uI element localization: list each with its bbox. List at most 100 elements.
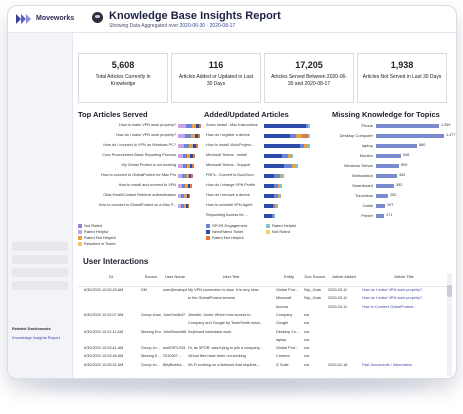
- table-header[interactable]: User Text: [222, 274, 240, 279]
- added-article-bar-segment: [264, 124, 306, 128]
- missing-topic-bar[interactable]: [376, 134, 444, 138]
- added-article-bar-segment: [292, 164, 296, 168]
- added-article-label[interactable]: Microsoft Teams - Support: [206, 163, 251, 167]
- missing-topic-label[interactable]: Touchless: [355, 193, 373, 198]
- kpi-value: 1,938: [390, 60, 414, 70]
- top-article-bar-segment: [188, 184, 190, 188]
- top-article-bar-segment: [190, 164, 192, 168]
- added-article-bar-segment: [290, 134, 296, 138]
- table-header[interactable]: Entity: [283, 274, 294, 279]
- top-article-bar-segment: [187, 164, 190, 168]
- related-dashboard-link[interactable]: Knowledge Insights Report: [12, 335, 60, 340]
- table-header[interactable]: User Name: [164, 274, 186, 279]
- missing-topic-bar[interactable]: [376, 124, 439, 128]
- article-title-link[interactable]: Fast Documents / Information: [362, 362, 412, 367]
- missing-topic-bar[interactable]: [376, 214, 384, 218]
- added-article-bar-segment: [308, 124, 310, 128]
- table-cell: n/a: [304, 337, 310, 342]
- missing-topic-bar[interactable]: [376, 174, 397, 178]
- top-article-label[interactable]: My Global Protect is not working: [121, 163, 176, 167]
- added-article-label[interactable]: How to uninstall VPN Agent: [206, 203, 253, 207]
- table-cell: n/a: [304, 362, 310, 367]
- missing-topic-label[interactable]: Smartboard: [352, 183, 373, 188]
- moveworks-logo-icon: [16, 14, 31, 24]
- missing-topic-label[interactable]: Desktop Computer: [339, 133, 373, 138]
- sidebar-filter-4[interactable]: [12, 281, 68, 290]
- added-article-bar-segment: [278, 184, 280, 188]
- top-article-bar-segment: [178, 164, 183, 168]
- missing-topic-bar[interactable]: [376, 144, 417, 148]
- missing-topic-label[interactable]: Windows Server: [343, 163, 373, 168]
- added-article-label[interactable]: Zoom Install - Mac Instructions: [206, 123, 258, 127]
- sidebar-filter-2[interactable]: [12, 255, 68, 264]
- added-article-bar-segment: [288, 154, 291, 158]
- top-article-label[interactable]: How to connect to GlobalProtect on a Mac…: [98, 203, 176, 207]
- table-cell: Missing Knowledge: [141, 329, 161, 334]
- article-title-link[interactable]: How do I make VPN work properly?: [362, 288, 423, 292]
- kpi-not-served: 1,938 Articles Not Served in Last 30 Day…: [357, 53, 447, 103]
- legend-item: Rated Helpful: [266, 223, 296, 228]
- table-cell: 6/30/2020 12:01:11 AM: [84, 329, 123, 334]
- missing-topic-bar[interactable]: [376, 154, 401, 158]
- table-header[interactable]: Article Title: [394, 274, 414, 279]
- table-header[interactable]: Dt: [109, 274, 113, 279]
- added-article-bar-segment: [264, 184, 274, 188]
- top-article-label[interactable]: Okta Email/Contact Retrieve authenticati…: [103, 193, 176, 197]
- missing-topic-label[interactable]: laptop: [362, 143, 373, 148]
- top-article-bar-segment: [190, 154, 193, 158]
- top-article-label[interactable]: How do I make VPN work properly?: [115, 133, 176, 137]
- kpi-label: Articles Not Served in Last 30 Days: [362, 74, 442, 80]
- added-article-bar-segment: [304, 144, 308, 148]
- missing-topic-bar[interactable]: [376, 164, 399, 168]
- added-articles-title: Added/Updated Articles: [204, 110, 289, 119]
- added-article-bar-segment: [280, 184, 282, 188]
- table-header[interactable]: Source: [144, 274, 158, 279]
- top-article-bar-segment: [184, 144, 189, 148]
- added-article-label[interactable]: Requesting Access for ...: [206, 213, 248, 217]
- table-scrollbar-thumb[interactable]: [447, 285, 452, 297]
- top-article-bar-segment: [178, 154, 183, 158]
- article-title-link[interactable]: How to Connect GlobalProtect...: [362, 304, 417, 309]
- added-article-label[interactable]: How to Install Visio/Project...: [206, 143, 255, 147]
- table-header[interactable]: Doc Source: [304, 274, 326, 279]
- top-article-bar-segment: [178, 184, 182, 188]
- table-header[interactable]: Article Added: [332, 274, 356, 279]
- table-scrollbar[interactable]: [447, 273, 452, 376]
- added-article-label[interactable]: How do I register a device: [206, 133, 250, 137]
- missing-topic-label[interactable]: Phone: [361, 123, 373, 128]
- table-cell: Group channel: [141, 312, 161, 317]
- table-cell: Virtual files have been not working: [188, 354, 246, 359]
- added-article-label[interactable]: Microsoft Teams - Install: [206, 153, 247, 157]
- added-article-bar-segment: [308, 144, 310, 148]
- table-cell: Group ch...: [141, 346, 160, 351]
- legend-label: New/Rated Ticket: [212, 229, 244, 234]
- top-article-label[interactable]: Core Procurement Basic Reporting Process: [102, 153, 176, 157]
- top-article-label[interactable]: How to make VPN work properly?: [119, 123, 176, 127]
- article-title-link[interactable]: How do I make VPN work properly?: [362, 296, 423, 301]
- added-article-label[interactable]: How do I change VPN Profile: [206, 183, 256, 187]
- top-article-bar-segment: [190, 184, 192, 188]
- added-article-label[interactable]: PDFs - Convert to Doc/Docx: [206, 173, 254, 177]
- legend-item: Rated Helpful: [78, 229, 108, 234]
- missing-topic-bar[interactable]: [376, 194, 388, 198]
- sidebar-filter-3[interactable]: [12, 268, 68, 277]
- missing-topic-label[interactable]: Workstation: [351, 173, 373, 178]
- table-cell: JohnSmith47: [163, 312, 186, 317]
- added-article-bar-segment: [264, 174, 274, 178]
- top-article-label[interactable]: How to install and connect to VPN: [118, 183, 176, 187]
- missing-topic-label[interactable]: Monitor: [359, 153, 373, 158]
- bot-avatar: [92, 12, 103, 23]
- sidebar-filter-1[interactable]: [12, 242, 68, 251]
- added-article-label[interactable]: How do I remove a device: [206, 193, 250, 197]
- legend-item: New/Rated Ticket: [206, 229, 243, 234]
- table-cell: user@example...: [163, 288, 187, 292]
- missing-topic-value: 1,477: [446, 133, 456, 137]
- legend-swatch: [206, 235, 210, 240]
- missing-topic-bar[interactable]: [376, 184, 394, 188]
- top-article-label[interactable]: How to connect to GlobalProtect for Mac …: [100, 173, 176, 177]
- missing-topic-bar[interactable]: [376, 204, 385, 208]
- legend-label: Not Rated: [272, 229, 291, 234]
- missing-topic-label[interactable]: Printer: [361, 213, 373, 218]
- missing-topic-label[interactable]: Cable: [362, 203, 373, 208]
- top-article-label[interactable]: How do I connect to VPN on Windows PC?: [103, 143, 176, 147]
